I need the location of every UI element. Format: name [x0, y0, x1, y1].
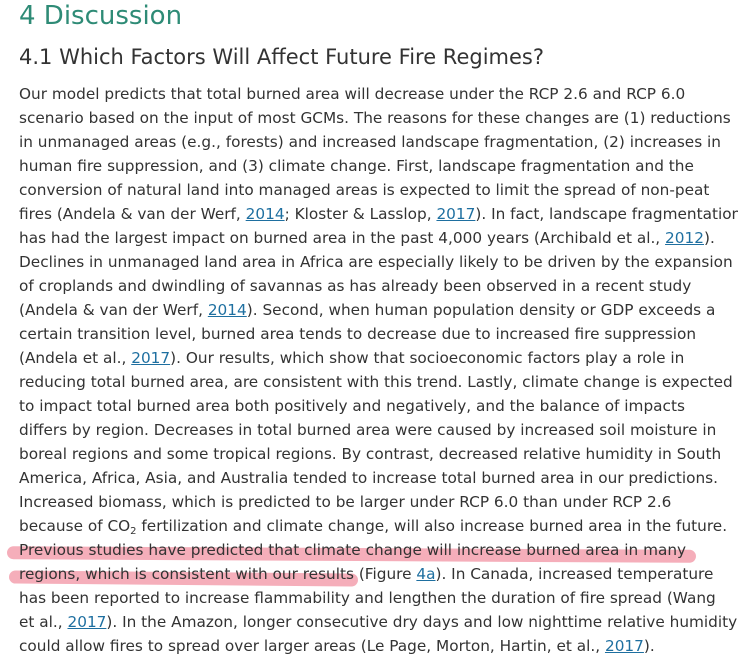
text-line: et al., 2017). In the Amazon, longer con…: [19, 610, 737, 634]
text-run: fertilization and climate change, will a…: [136, 517, 728, 535]
text-line: regions, which is consistent with our re…: [19, 562, 731, 586]
text-run: ).: [643, 637, 655, 655]
text-line: reducing total burned area, are consiste…: [19, 373, 733, 391]
text-run: fires (Andela & van der Werf,: [19, 205, 246, 223]
text-run: ). Second, when human population density…: [246, 301, 716, 319]
text-run: ).: [703, 229, 715, 247]
text-line: Our model predicts that total burned are…: [19, 85, 686, 103]
text-run: et al.,: [19, 613, 68, 631]
citation-link-andela-2014[interactable]: 2014: [245, 205, 285, 223]
text-run: ). In the Amazon, longer consecutive dry…: [106, 613, 738, 631]
text-line: certain transition level, burned area te…: [19, 325, 697, 343]
text-line: Previous studies have predicted that cli…: [19, 538, 731, 562]
text-run: (Andela & van der Werf,: [19, 301, 208, 319]
highlighted-text: Previous studies have predicted that cli…: [19, 541, 687, 559]
text-line: in unmanaged areas (e.g., forests) and i…: [19, 133, 721, 151]
text-line: to impact total burned area both positiv…: [19, 397, 685, 415]
text-line: differs by region. Decreases in total bu…: [19, 421, 717, 439]
text-run: ; Kloster & Lasslop,: [284, 205, 437, 223]
text-line: Declines in unmanaged land area in Afric…: [19, 253, 733, 271]
text-run: ). In fact, landscape fragmentation: [475, 205, 738, 223]
text-line: has had the largest impact on burned are…: [19, 226, 731, 250]
text-run: because of CO: [19, 517, 131, 535]
text-line: America, Africa, Asia, and Australia ten…: [19, 469, 718, 487]
citation-link-archibald-2012[interactable]: 2012: [665, 229, 704, 247]
text-line: scenario based on the input of most GCMs…: [19, 109, 731, 127]
citation-link-lepage-2017[interactable]: 2017: [604, 637, 644, 655]
subscript: 2: [130, 526, 137, 537]
text-line: human fire suppression, and (3) climate …: [19, 157, 694, 175]
text-line: of croplands and dwindling of savannas a…: [19, 277, 692, 295]
text-line: (Andela et al., 2017). Our results, whic…: [19, 346, 731, 370]
text-run: ). Our results, which show that socioeco…: [170, 349, 685, 367]
text-run: ). In Canada, increased temperature: [435, 565, 714, 583]
text-line: boreal regions and some tropical regions…: [19, 445, 722, 463]
citation-link-wang-2017[interactable]: 2017: [67, 613, 107, 631]
section-heading: 4 Discussion: [19, 1, 183, 31]
text-line: fires (Andela & van der Werf, 2014; Klos…: [19, 202, 738, 226]
discussion-paragraph: Our model predicts that total burned are…: [19, 82, 738, 658]
highlighted-text: regions, which is consistent with our re…: [19, 565, 354, 583]
text-line: (Andela & van der Werf, 2014). Second, w…: [19, 298, 731, 322]
citation-link-andela-2014[interactable]: 2014: [207, 301, 247, 319]
citation-link-andela-2017[interactable]: 2017: [131, 349, 171, 367]
text-line: has been reported to increase flammabili…: [19, 589, 716, 607]
text-line: conversion of natural land into managed …: [19, 181, 710, 199]
text-run: (Figure: [353, 565, 417, 583]
text-line: could allow fires to spread over larger …: [19, 634, 731, 658]
text-run: (Andela et al.,: [19, 349, 132, 367]
figure-link-4a[interactable]: 4a: [416, 565, 436, 583]
text-line: Increased biomass, which is predicted to…: [19, 493, 672, 511]
text-line: because of CO2 fertilization and climate…: [19, 514, 731, 538]
text-run: has had the largest impact on burned are…: [19, 229, 666, 247]
citation-link-kloster-2017[interactable]: 2017: [436, 205, 476, 223]
subsection-heading: 4.1 Which Factors Will Affect Future Fir…: [19, 45, 544, 69]
text-run: could allow fires to spread over larger …: [19, 637, 605, 655]
